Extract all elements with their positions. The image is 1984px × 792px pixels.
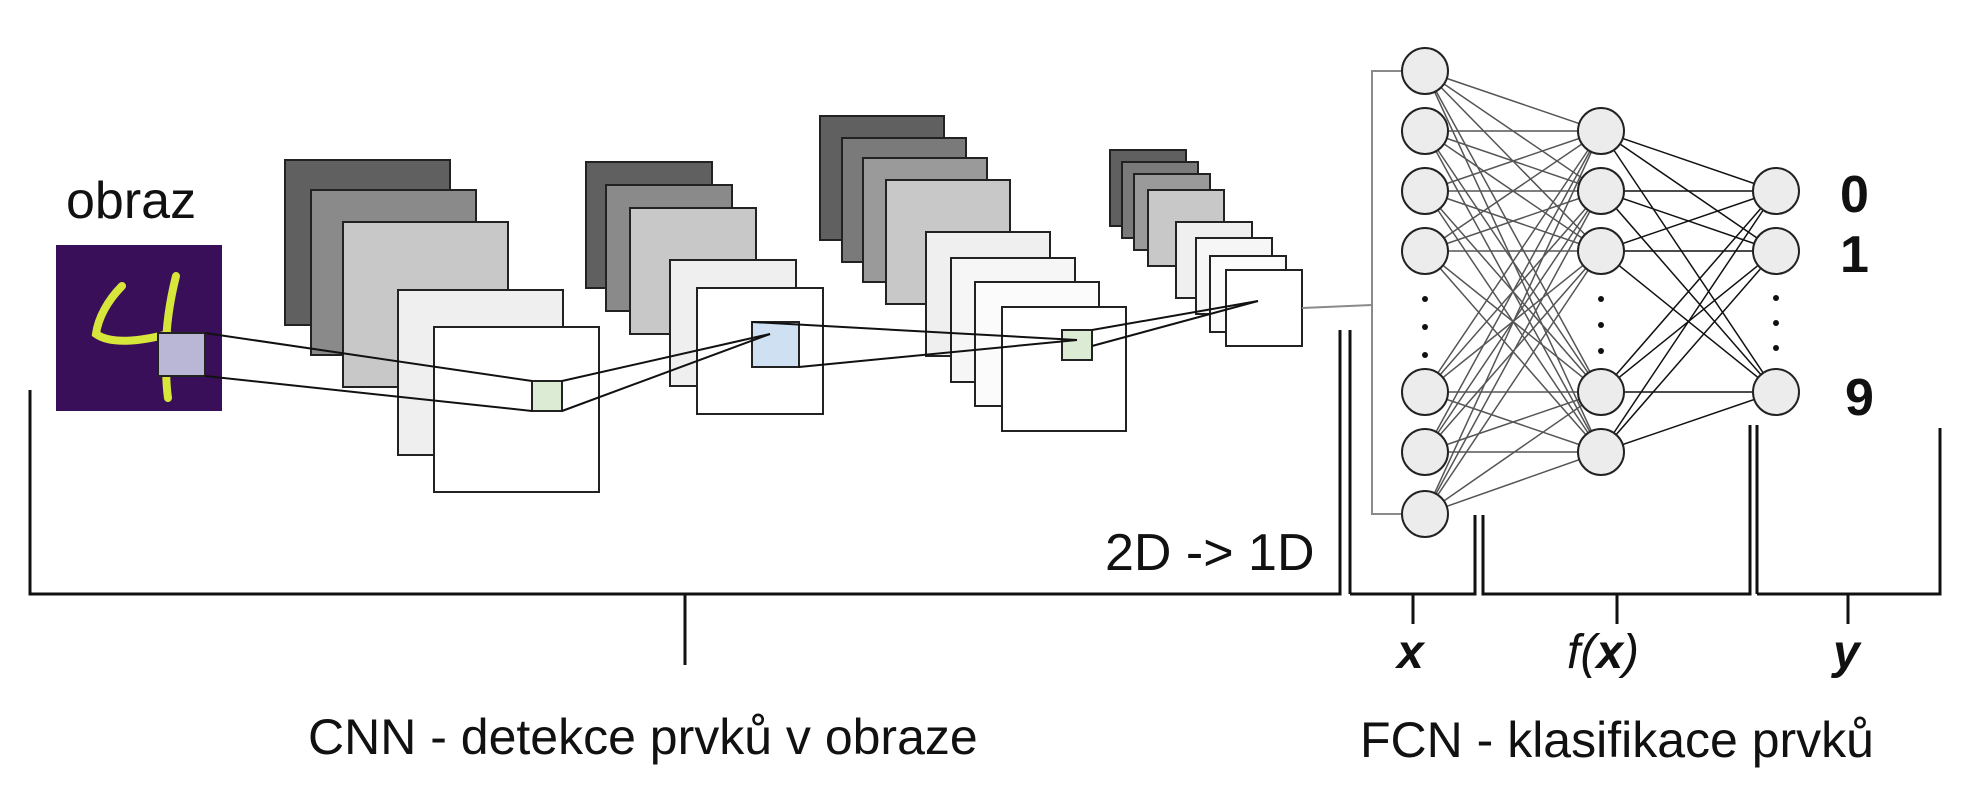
- fcn-edge: [1424, 70, 1602, 393]
- brackets: [28, 330, 1942, 665]
- fcn-input-node: [1401, 227, 1449, 275]
- fcn-edge: [1424, 451, 1602, 515]
- fcn-hidden-node: [1577, 368, 1625, 416]
- fcn-output-node: [1752, 227, 1800, 275]
- fcn-nodes: [1401, 47, 1800, 538]
- feature-map-stack-1: [284, 159, 600, 493]
- kernel-3: [1061, 329, 1093, 361]
- fcn-edge: [1424, 130, 1602, 252]
- fx-label: f(x): [1567, 626, 1639, 679]
- fcn-hidden-node: [1577, 428, 1625, 476]
- fcn-output-node: [1752, 368, 1800, 416]
- fcn-edge: [1424, 70, 1602, 132]
- x-label: x: [1394, 626, 1426, 679]
- fx-var: x: [1593, 626, 1625, 679]
- fcn-edge: [1600, 190, 1777, 252]
- cnn-caption: CNN - detekce prvků v obraze: [308, 709, 978, 765]
- fcn-edge: [1424, 391, 1602, 453]
- fcn-hidden-node: [1577, 167, 1625, 215]
- kernel-1: [531, 380, 563, 412]
- fcn-input-node: [1401, 490, 1449, 538]
- y-label: y: [1831, 626, 1862, 679]
- fcn-edge: [1424, 190, 1602, 252]
- flatten-connector: [1301, 70, 1420, 515]
- fcn-hidden-node: [1577, 107, 1625, 155]
- feature-map-stack-3: [819, 115, 1127, 432]
- fcn-edge: [1424, 130, 1602, 453]
- fcn-edge: [1600, 130, 1777, 393]
- kernel-2: [751, 321, 800, 368]
- fcn-edge: [1600, 250, 1777, 453]
- fcn-edge: [1600, 190, 1777, 393]
- x-bracket: [1350, 515, 1477, 596]
- fcn-edge: [1424, 130, 1602, 393]
- flatten-label: 2D -> 1D: [1105, 524, 1315, 582]
- input-image-label: obraz: [66, 172, 196, 230]
- fcn-edge: [1600, 190, 1777, 453]
- output-digit-9: 9: [1845, 369, 1874, 427]
- fcn-edge: [1424, 391, 1602, 515]
- fcn-caption: FCN - klasifikace prvků: [1360, 712, 1874, 768]
- fcn-input-node: [1401, 428, 1449, 476]
- fcn-edge: [1424, 130, 1602, 192]
- output-digit-0: 0: [1840, 166, 1869, 224]
- feature-map-stack-2: [585, 161, 824, 415]
- fcn-edge: [1424, 190, 1602, 515]
- fx-suffix: ): [1618, 626, 1639, 679]
- fcn-connections-hidden-output: [1600, 130, 1777, 453]
- fcn-connections-input-hidden: [1424, 70, 1602, 515]
- input-kernel: [157, 332, 206, 377]
- fcn-edge: [1424, 130, 1602, 515]
- fcn-input-node: [1401, 47, 1449, 95]
- y-bracket: [1757, 428, 1942, 596]
- fcn-edge: [1424, 250, 1602, 515]
- feature-map-stack-4: [1109, 149, 1303, 347]
- output-digit-1: 1: [1840, 226, 1869, 284]
- receptive-field-lines: [204, 300, 1259, 412]
- fcn-edge: [1600, 391, 1777, 453]
- fx-prefix: f(: [1567, 626, 1601, 679]
- fcn-edge: [1600, 130, 1777, 192]
- fcn-input-node: [1401, 368, 1449, 416]
- input-image: [56, 245, 222, 411]
- fcn-input-node: [1401, 107, 1449, 155]
- fcn-output-node: [1752, 167, 1800, 215]
- fcn-input-node: [1401, 167, 1449, 215]
- fcn-hidden-node: [1577, 227, 1625, 275]
- ellipsis-dots: [1422, 295, 1779, 358]
